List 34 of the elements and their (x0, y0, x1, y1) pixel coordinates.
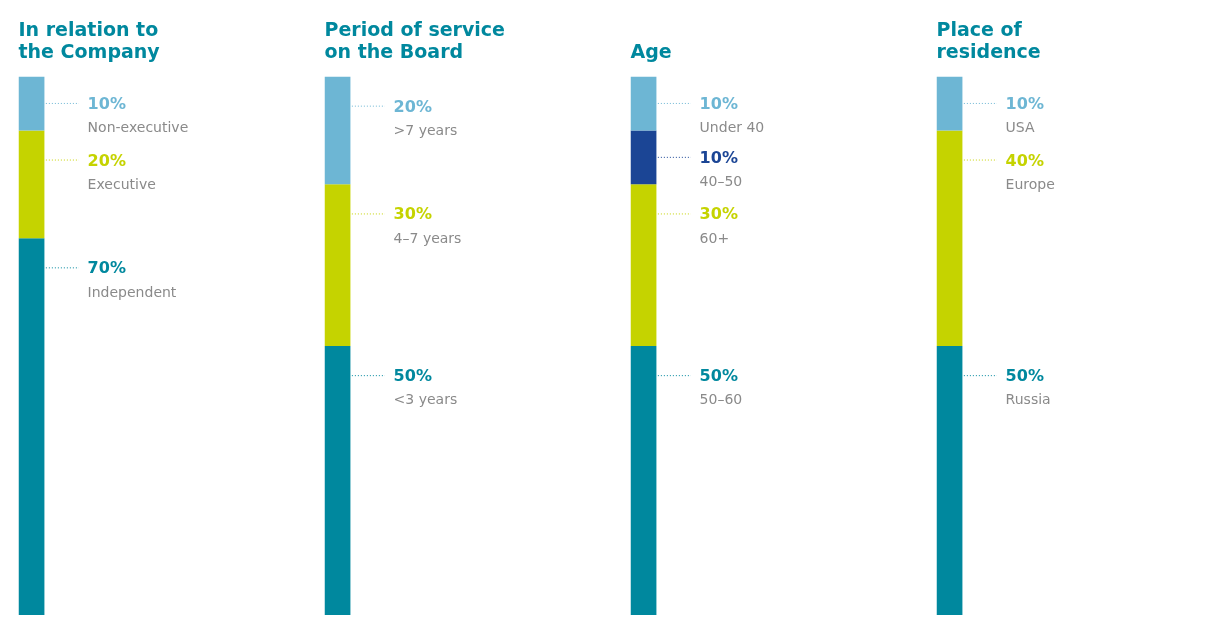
text: 40–50 (699, 173, 743, 190)
data-label: 50% (699, 366, 738, 386)
data-label: 10% (87, 93, 126, 113)
bar (630, 184, 657, 346)
chart-title: Age (630, 39, 672, 62)
text: Non-executive (87, 119, 189, 136)
text: <3 years (393, 391, 458, 408)
bar (630, 130, 657, 185)
data-label: 20% (393, 96, 432, 116)
data-label: 10% (699, 147, 738, 167)
text: 4–7 years (393, 229, 462, 246)
text: Independent (87, 283, 177, 300)
data-label: 30% (393, 204, 432, 224)
data-label: 70% (87, 258, 126, 278)
text: Russia (1005, 391, 1051, 408)
text: 60+ (699, 229, 730, 246)
text: In relation to the Company (18, 17, 161, 62)
data-label: 10% (699, 93, 738, 113)
data-label: 50% (1005, 366, 1044, 386)
chart-title: Place of residence (936, 17, 1041, 62)
data-label: 10% (1005, 93, 1044, 113)
data-label: 30% (699, 204, 738, 224)
bar (630, 76, 657, 131)
text: Under 40 (699, 119, 765, 136)
text: Period of service on the Board (324, 17, 506, 62)
text: 50–60 (699, 391, 743, 408)
text: >7 years (393, 121, 458, 138)
bar (630, 346, 657, 615)
data-label: 20% (87, 150, 126, 170)
data-label: 40% (1005, 150, 1044, 170)
text: Europe (1005, 175, 1055, 192)
data-label: 50% (393, 366, 432, 386)
text: USA (1005, 119, 1036, 136)
text: Executive (87, 175, 156, 192)
